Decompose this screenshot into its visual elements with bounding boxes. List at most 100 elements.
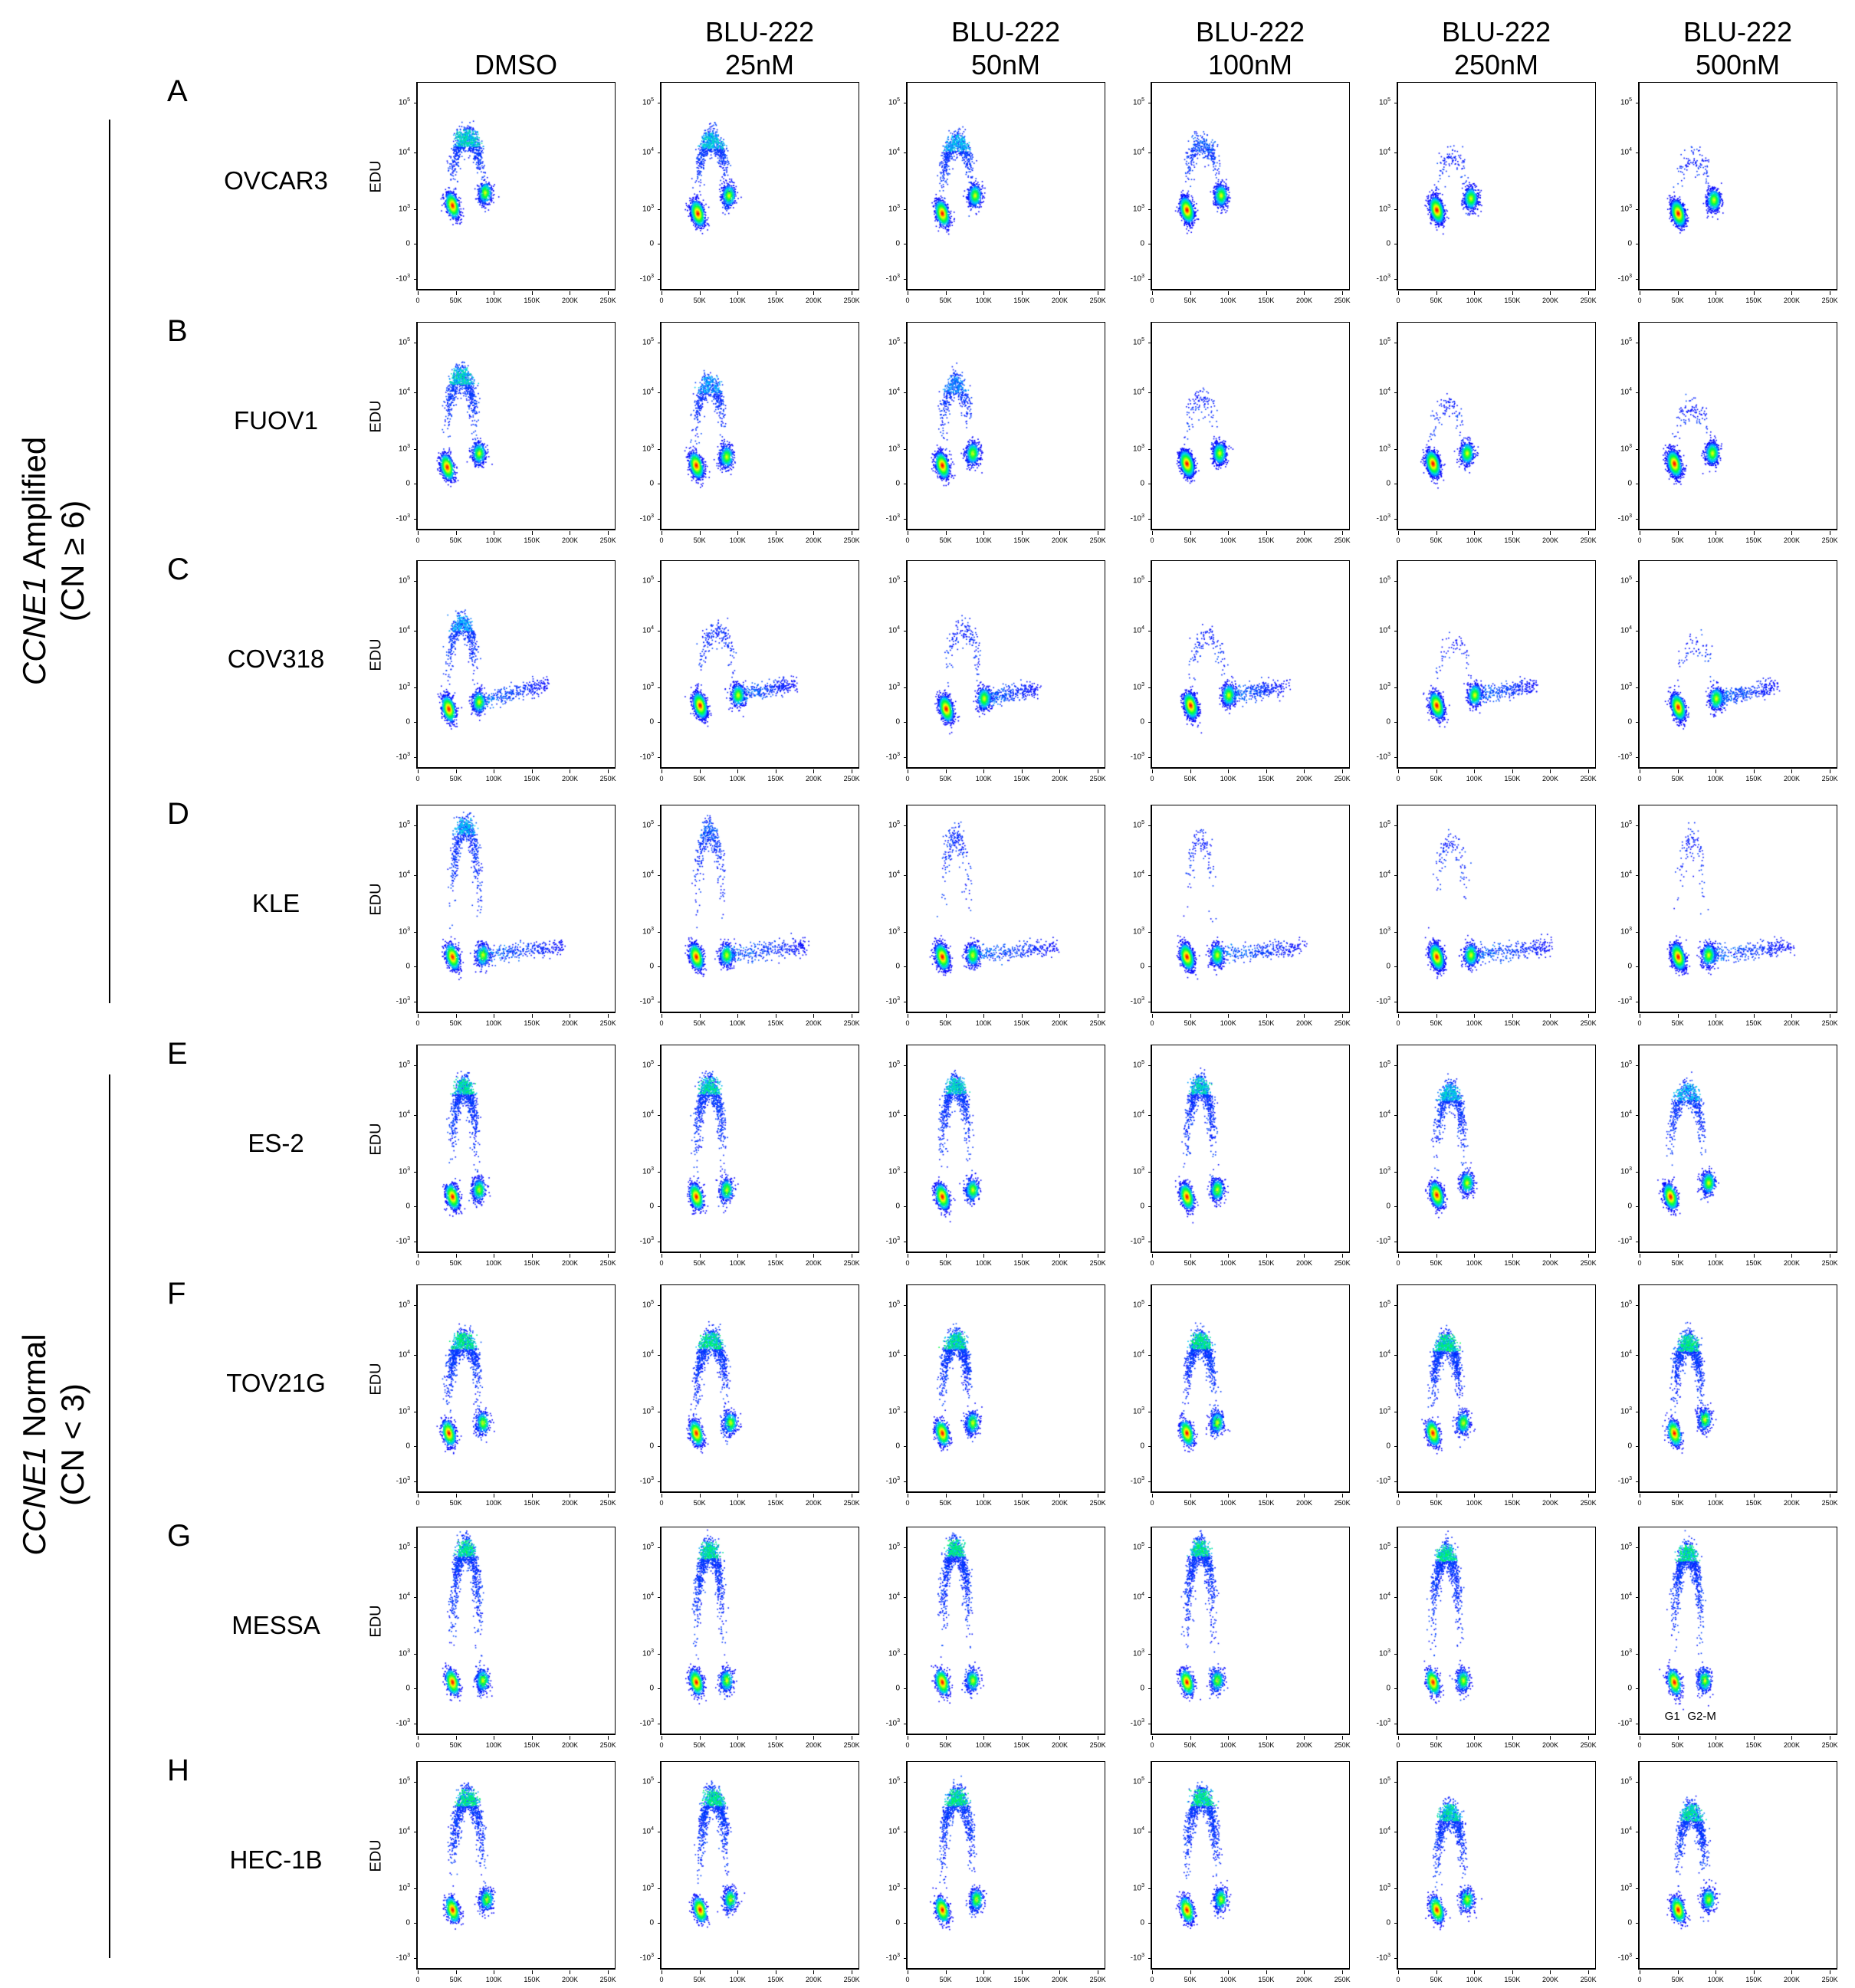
y-tick-mark bbox=[1148, 1065, 1152, 1067]
y-tick-base: 10 bbox=[642, 1827, 652, 1836]
x-tick-label: 0 bbox=[415, 536, 420, 544]
x-tick-label: 150K bbox=[1258, 297, 1275, 304]
y-tick-base: 10 bbox=[1132, 1061, 1142, 1070]
x-tick-mark bbox=[945, 531, 947, 535]
x-tick-mark bbox=[1304, 1014, 1305, 1018]
y-tick-label: 0 bbox=[1367, 1683, 1390, 1693]
y-tick-exp: 3 bbox=[1629, 1883, 1632, 1889]
y-tick-label: 104 bbox=[631, 147, 654, 156]
scatter-density bbox=[1152, 1762, 1351, 1970]
y-tick-base: 0 bbox=[895, 717, 900, 727]
x-tick-mark bbox=[1791, 531, 1793, 535]
y-tick-label: 0 bbox=[631, 961, 654, 971]
y-tick-exp: 5 bbox=[1629, 820, 1632, 826]
y-tick-base: 10 bbox=[1620, 576, 1630, 586]
group-label-text: Amplified bbox=[16, 436, 52, 576]
x-tick-mark bbox=[418, 291, 419, 295]
y-tick-base: 0 bbox=[895, 962, 900, 971]
y-tick-mark bbox=[904, 449, 908, 451]
x-tick-label: 50K bbox=[693, 1499, 706, 1507]
y-tick-base: 10 bbox=[642, 927, 652, 937]
y-tick-exp: 3 bbox=[651, 1953, 654, 1959]
x-tick-label: 250K bbox=[1334, 775, 1351, 782]
scatter-density bbox=[1152, 1045, 1351, 1254]
y-tick-exp: 3 bbox=[407, 444, 410, 450]
x-tick-mark bbox=[1791, 1970, 1793, 1974]
scatter-density bbox=[418, 323, 617, 531]
x-tick-label: 0 bbox=[1150, 1259, 1154, 1267]
x-tick-mark bbox=[1677, 291, 1679, 295]
y-tick-base: 10 bbox=[888, 1407, 898, 1416]
y-tick-label: 0 bbox=[1609, 478, 1632, 488]
scatter-density bbox=[662, 83, 861, 291]
y-tick-label: 103 bbox=[877, 1883, 900, 1892]
x-tick-mark bbox=[1588, 769, 1590, 773]
x-tick-label: 250K bbox=[599, 536, 616, 544]
x-tick-label: 0 bbox=[659, 775, 664, 782]
y-tick-mark bbox=[1394, 825, 1398, 827]
x-tick-mark bbox=[945, 1254, 947, 1258]
x-tick-label: 250K bbox=[1580, 536, 1597, 544]
y-tick-exp: 3 bbox=[1387, 1953, 1390, 1959]
y-tick-exp: 4 bbox=[1629, 387, 1632, 393]
y-tick-label: 104 bbox=[387, 147, 410, 156]
y-tick-base: -10 bbox=[396, 1719, 408, 1728]
cell-line-name: ES-2 bbox=[248, 1129, 304, 1157]
x-tick-mark bbox=[1753, 1736, 1755, 1740]
x-tick-mark bbox=[983, 1494, 985, 1498]
flow-plot: -103 0 103 104 105 0 50K 100K 150K 200K 250K bbox=[640, 560, 861, 782]
y-tick-label: 0 bbox=[1121, 717, 1144, 727]
y-tick-label: 0 bbox=[631, 238, 654, 248]
flow-plot: -103 0 103 104 105 0 50K 100K 150K 200K 250K bbox=[640, 322, 861, 544]
x-tick-label: 200K bbox=[1783, 1499, 1800, 1507]
y-tick-exp: 4 bbox=[1629, 1826, 1632, 1832]
g2m-label: G2-M bbox=[1687, 1710, 1716, 1723]
x-tick-mark bbox=[1021, 1014, 1023, 1018]
y-tick-label: 105 bbox=[1367, 576, 1390, 585]
y-tick-base: 10 bbox=[398, 1649, 408, 1658]
y-tick-mark bbox=[1148, 1446, 1152, 1448]
y-tick-base: 0 bbox=[405, 717, 410, 727]
y-tick-label: 103 bbox=[631, 1406, 654, 1416]
x-tick-mark bbox=[1152, 531, 1153, 535]
x-tick-label: 150K bbox=[1258, 775, 1275, 782]
scatter-density bbox=[1640, 1527, 1839, 1736]
y-tick-mark bbox=[1636, 932, 1640, 933]
y-tick-base: 10 bbox=[1132, 683, 1142, 692]
y-tick-label: 103 bbox=[631, 1166, 654, 1176]
x-tick-label: 100K bbox=[975, 1976, 992, 1983]
y-tick-label: 105 bbox=[631, 1776, 654, 1786]
y-tick-base: 10 bbox=[1132, 388, 1142, 397]
y-tick-base: 10 bbox=[888, 1301, 898, 1310]
x-tick-label: 150K bbox=[1504, 1741, 1521, 1749]
y-tick-base: 10 bbox=[398, 683, 408, 692]
y-tick-label: 104 bbox=[387, 1350, 410, 1359]
y-tick-exp: 3 bbox=[1141, 1236, 1144, 1242]
y-tick-mark bbox=[1148, 392, 1152, 394]
y-tick-label: -103 bbox=[387, 1718, 410, 1727]
y-tick-exp: 3 bbox=[1387, 1406, 1390, 1412]
y-tick-mark bbox=[1394, 757, 1398, 759]
x-tick-label: 50K bbox=[1430, 297, 1443, 304]
scatter-density bbox=[1640, 1285, 1839, 1494]
x-tick-label: 50K bbox=[449, 297, 462, 304]
y-tick-mark bbox=[1636, 631, 1640, 632]
x-tick-label: 200K bbox=[561, 1259, 578, 1267]
y-tick-exp: 4 bbox=[407, 1592, 410, 1598]
y-tick-mark bbox=[414, 1654, 418, 1655]
x-tick-mark bbox=[983, 1970, 985, 1974]
y-tick-mark bbox=[1148, 722, 1152, 723]
y-tick-label: 103 bbox=[1367, 1406, 1390, 1416]
y-tick-mark bbox=[1148, 449, 1152, 451]
y-tick-exp: 3 bbox=[1629, 752, 1632, 758]
flow-plot: -103 0 103 104 105 0 50K 100K 150K 200K 250K bbox=[1377, 1284, 1597, 1507]
y-tick-mark bbox=[658, 1481, 662, 1483]
y-tick-exp: 4 bbox=[897, 1110, 900, 1116]
x-tick-mark bbox=[1436, 769, 1437, 773]
y-tick-label: 104 bbox=[877, 1592, 900, 1601]
g1-label: G1 bbox=[1664, 1710, 1680, 1723]
x-tick-mark bbox=[1021, 1970, 1023, 1974]
y-tick-label: 105 bbox=[387, 1300, 410, 1309]
y-tick-exp: 3 bbox=[1629, 204, 1632, 210]
y-tick-mark bbox=[1148, 1355, 1152, 1356]
